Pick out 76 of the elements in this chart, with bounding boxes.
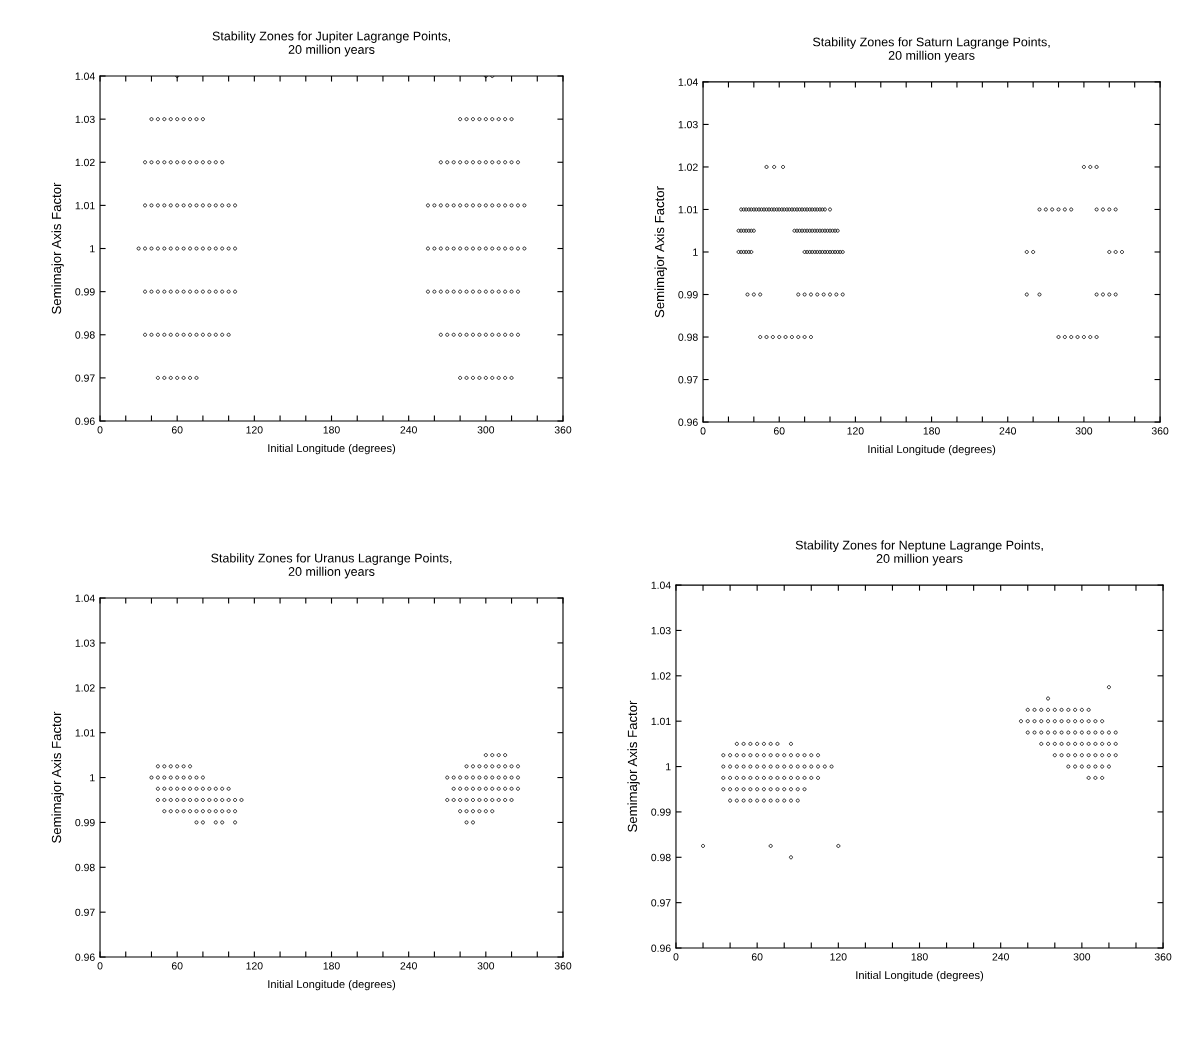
y-tick-label: 1.04 — [678, 78, 698, 86]
y-tick-label: 0.96 — [75, 417, 95, 425]
y-tick-label: 1 — [693, 248, 698, 256]
y-tick-label: 0.99 — [678, 291, 698, 299]
x-tick-label: 180 — [323, 426, 340, 434]
y-axis-title: Semimajor Axis Factor — [51, 182, 64, 314]
x-tick-label: 180 — [923, 427, 940, 435]
x-axis-title: Initial Longitude (degrees) — [868, 444, 996, 456]
y-tick-label: 0.98 — [651, 853, 671, 862]
y-tick-label: 1 — [90, 774, 95, 782]
x-tick-label: 240 — [992, 953, 1009, 961]
x-tick-label: 120 — [246, 426, 263, 434]
x-tick-label: 300 — [1073, 953, 1091, 961]
x-tick-label: 0 — [673, 953, 679, 961]
x-tick-label: 240 — [999, 427, 1017, 435]
x-tick-label: 60 — [773, 427, 785, 435]
y-tick-label: 0.96 — [651, 944, 671, 952]
chart-title: Stability Zones for Saturn Lagrange Points, 20 million years — [812, 37, 1050, 63]
y-tick-label: 1.02 — [75, 684, 95, 692]
x-tick-label: 120 — [246, 962, 263, 970]
y-tick-label: 0.97 — [75, 374, 95, 382]
y-tick-label: 0.99 — [75, 288, 95, 296]
y-axis-title: Semimajor Axis Factor — [627, 700, 640, 832]
x-tick-label: 240 — [400, 426, 417, 434]
x-tick-label: 240 — [400, 962, 417, 970]
y-tick-label: 0.97 — [651, 899, 671, 907]
x-axis-title: Initial Longitude (degrees) — [268, 979, 396, 991]
y-tick-label: 1.03 — [75, 639, 95, 647]
x-axis-title: Initial Longitude (degrees) — [268, 443, 396, 455]
y-tick-label: 1.02 — [651, 672, 671, 680]
chart-title: Stability Zones for Jupiter Lagrange Points, 20 million years — [212, 31, 450, 57]
y-tick-label: 1.01 — [651, 717, 671, 726]
y-tick-label: 1.03 — [75, 115, 95, 124]
x-tick-label: 60 — [171, 962, 183, 970]
y-tick-label: 0.97 — [75, 908, 95, 917]
x-tick-label: 60 — [171, 426, 183, 434]
x-tick-label: 0 — [97, 962, 103, 970]
x-axis-title: Initial Longitude (degrees) — [856, 970, 984, 982]
y-tick-label: 0.96 — [75, 953, 95, 961]
y-tick-label: 1.01 — [75, 729, 95, 737]
y-tick-label: 1.04 — [75, 594, 95, 602]
y-axis-title: Semimajor Axis Factor — [51, 711, 64, 843]
y-tick-label: 1 — [90, 245, 95, 253]
x-tick-label: 300 — [477, 426, 495, 434]
x-tick-label: 300 — [477, 962, 495, 970]
y-tick-label: 1.02 — [678, 163, 698, 171]
y-tick-label: 1.04 — [75, 72, 95, 80]
x-tick-label: 180 — [911, 953, 928, 961]
y-tick-label: 0.98 — [678, 333, 698, 341]
x-tick-label: 360 — [1154, 953, 1172, 961]
x-tick-label: 120 — [830, 953, 847, 961]
x-tick-label: 60 — [751, 953, 763, 961]
y-tick-label: 1.02 — [75, 158, 95, 167]
chart-title: Stability Zones for Uranus Lagrange Points, 20 million years — [211, 553, 452, 579]
y-tick-label: 0.98 — [75, 863, 95, 872]
y-tick-label: 1.01 — [678, 205, 698, 214]
x-tick-label: 300 — [1075, 427, 1093, 435]
y-tick-label: 1.01 — [75, 201, 95, 210]
y-tick-label: 0.99 — [75, 818, 95, 827]
y-tick-label: 0.98 — [75, 331, 95, 339]
x-tick-label: 360 — [1151, 427, 1169, 435]
x-tick-label: 360 — [554, 426, 572, 434]
x-tick-label: 180 — [323, 962, 340, 970]
y-tick-label: 1.03 — [651, 626, 671, 635]
y-tick-label: 1 — [666, 763, 671, 771]
x-tick-label: 0 — [97, 426, 103, 434]
x-tick-label: 360 — [554, 962, 572, 970]
y-tick-label: 0.99 — [651, 808, 671, 816]
y-tick-label: 1.03 — [678, 120, 698, 129]
y-axis-title: Semimajor Axis Factor — [654, 186, 667, 318]
y-tick-label: 1.04 — [651, 581, 671, 589]
x-tick-label: 120 — [847, 427, 864, 435]
y-tick-label: 0.97 — [678, 376, 698, 384]
x-tick-label: 0 — [700, 427, 706, 435]
chart-title: Stability Zones for Neptune Lagrange Points, 20 million years — [795, 540, 1043, 566]
y-tick-label: 0.96 — [678, 418, 698, 426]
